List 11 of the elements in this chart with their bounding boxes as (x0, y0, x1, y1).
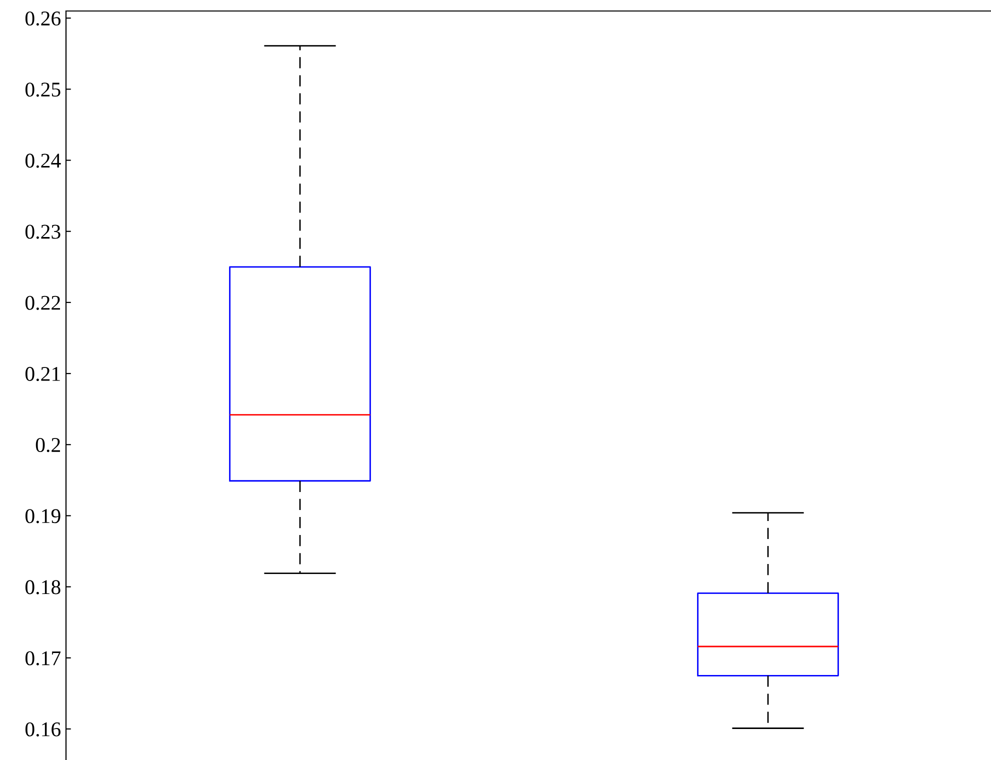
y-tick-label: 0.19 (25, 509, 60, 524)
y-tick-label: 0.26 (25, 11, 61, 26)
y-tick-label: 0.23 (25, 224, 60, 239)
y-tick-label: 0.16 (25, 722, 61, 736)
y-tick-label: 0.18 (25, 580, 60, 594)
y-tick-label: 0.2 (36, 438, 60, 452)
y-tick-label: 0.22 (25, 296, 60, 310)
y-tick-label: 0.24 (25, 154, 61, 168)
y-tick-label: 0.21 (25, 366, 60, 382)
y-tick-label: 0.25 (25, 82, 60, 97)
y-tick-label: 0.17 (25, 651, 61, 666)
